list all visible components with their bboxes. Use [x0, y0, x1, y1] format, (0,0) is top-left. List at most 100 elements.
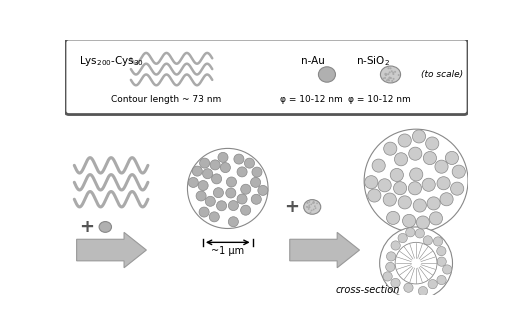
- Ellipse shape: [381, 66, 400, 83]
- Circle shape: [203, 169, 213, 179]
- Text: n-SiO$_2$: n-SiO$_2$: [356, 54, 389, 68]
- Circle shape: [404, 283, 413, 292]
- Circle shape: [213, 188, 224, 198]
- Text: +: +: [79, 218, 94, 236]
- Circle shape: [312, 202, 314, 204]
- Circle shape: [394, 71, 396, 73]
- Circle shape: [251, 177, 261, 187]
- Circle shape: [187, 148, 268, 228]
- Circle shape: [383, 272, 392, 281]
- Ellipse shape: [304, 200, 321, 214]
- Circle shape: [386, 252, 396, 261]
- Circle shape: [423, 236, 433, 245]
- Circle shape: [388, 79, 390, 81]
- Circle shape: [386, 211, 400, 224]
- Circle shape: [384, 77, 386, 79]
- Circle shape: [437, 177, 450, 190]
- Ellipse shape: [99, 221, 111, 232]
- Circle shape: [212, 174, 222, 184]
- Circle shape: [394, 182, 407, 195]
- Circle shape: [389, 77, 391, 79]
- Circle shape: [313, 202, 315, 204]
- Circle shape: [226, 188, 236, 198]
- Circle shape: [198, 181, 208, 191]
- Circle shape: [218, 152, 228, 162]
- Text: Lys$_{200}$-Cys$_{30}$: Lys$_{200}$-Cys$_{30}$: [79, 54, 144, 68]
- Circle shape: [451, 182, 464, 195]
- Circle shape: [415, 229, 424, 238]
- Circle shape: [234, 154, 244, 164]
- Circle shape: [237, 167, 247, 177]
- Circle shape: [209, 212, 219, 222]
- Circle shape: [226, 177, 237, 187]
- Circle shape: [391, 70, 393, 72]
- Circle shape: [199, 207, 209, 217]
- Text: n-Au: n-Au: [302, 56, 325, 66]
- Circle shape: [430, 212, 443, 225]
- Circle shape: [251, 194, 262, 204]
- Circle shape: [309, 212, 311, 213]
- Circle shape: [402, 214, 415, 227]
- Circle shape: [307, 202, 308, 204]
- Circle shape: [241, 184, 251, 194]
- Circle shape: [313, 208, 315, 210]
- Circle shape: [386, 79, 388, 81]
- Circle shape: [398, 134, 411, 147]
- Circle shape: [423, 151, 436, 165]
- Circle shape: [258, 185, 268, 196]
- Circle shape: [228, 217, 238, 227]
- Circle shape: [387, 67, 389, 69]
- Circle shape: [390, 77, 392, 79]
- Circle shape: [308, 206, 310, 208]
- Circle shape: [306, 206, 308, 208]
- Circle shape: [398, 196, 411, 209]
- Circle shape: [380, 227, 452, 299]
- Circle shape: [310, 204, 312, 205]
- Circle shape: [365, 176, 378, 189]
- Circle shape: [220, 163, 230, 173]
- Circle shape: [372, 159, 385, 172]
- Circle shape: [210, 160, 220, 170]
- Circle shape: [228, 201, 239, 210]
- Circle shape: [252, 167, 262, 177]
- Circle shape: [417, 216, 430, 229]
- Circle shape: [435, 160, 448, 173]
- Circle shape: [452, 165, 465, 178]
- Circle shape: [398, 233, 407, 243]
- Circle shape: [426, 137, 439, 150]
- Circle shape: [306, 202, 308, 204]
- Circle shape: [387, 78, 389, 80]
- Polygon shape: [290, 232, 359, 268]
- Circle shape: [427, 197, 440, 210]
- Text: φ = 10-12 nm: φ = 10-12 nm: [347, 95, 410, 104]
- Circle shape: [391, 80, 393, 82]
- Circle shape: [308, 205, 310, 206]
- Circle shape: [419, 287, 427, 296]
- Circle shape: [316, 203, 318, 204]
- Circle shape: [368, 189, 381, 202]
- Circle shape: [385, 73, 387, 75]
- Circle shape: [390, 168, 404, 182]
- FancyBboxPatch shape: [65, 39, 468, 115]
- Circle shape: [428, 280, 437, 289]
- Circle shape: [216, 201, 227, 211]
- Circle shape: [384, 73, 386, 75]
- Circle shape: [412, 130, 425, 143]
- Text: ~1 μm: ~1 μm: [211, 246, 244, 256]
- Circle shape: [437, 276, 446, 285]
- Circle shape: [395, 242, 437, 284]
- Circle shape: [383, 193, 396, 206]
- Circle shape: [378, 179, 391, 192]
- Circle shape: [387, 73, 389, 75]
- Circle shape: [413, 199, 426, 212]
- Circle shape: [440, 193, 453, 206]
- Circle shape: [384, 142, 397, 155]
- Circle shape: [308, 201, 310, 203]
- Text: cross-section: cross-section: [335, 285, 399, 295]
- Circle shape: [443, 265, 452, 274]
- Circle shape: [392, 72, 394, 74]
- Circle shape: [192, 166, 202, 176]
- Circle shape: [315, 207, 317, 209]
- Text: (to scale): (to scale): [421, 70, 463, 79]
- Circle shape: [388, 77, 391, 79]
